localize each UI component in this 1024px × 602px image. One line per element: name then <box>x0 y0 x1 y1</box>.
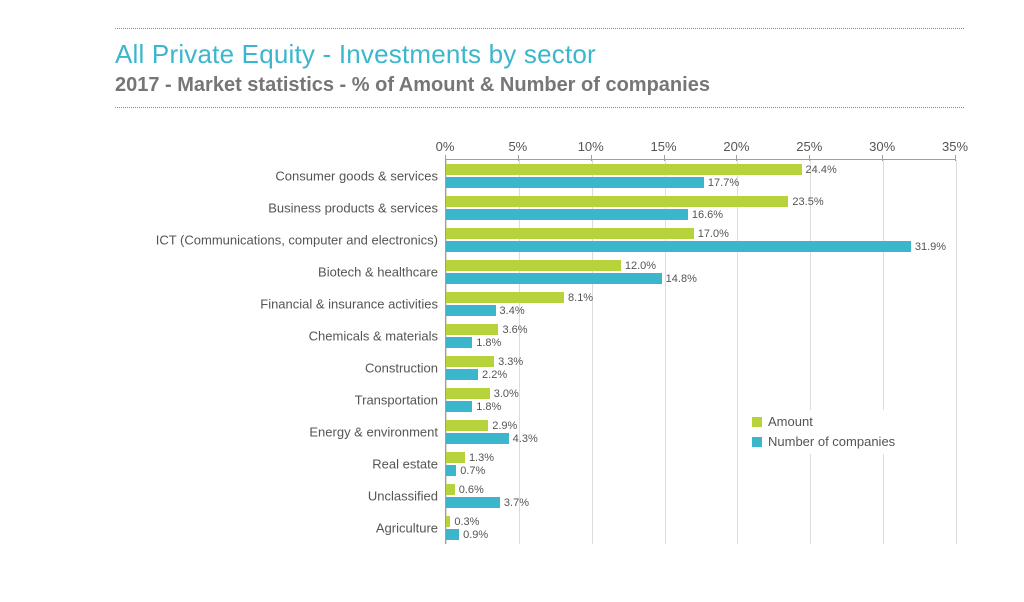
bar-value-label: 1.8% <box>472 401 501 413</box>
category-label: Consumer goods & services <box>118 169 446 184</box>
bar-value-label: 12.0% <box>621 260 656 272</box>
bar-number: 2.2% <box>446 369 478 380</box>
chart-container: All Private Equity - Investments by sect… <box>0 0 1024 564</box>
bar-value-label: 8.1% <box>564 292 593 304</box>
bar-number: 16.6% <box>446 209 688 220</box>
bar-value-label: 1.8% <box>472 337 501 349</box>
category-label: Transportation <box>118 393 446 408</box>
category-row: Agriculture0.3%0.9% <box>446 512 956 544</box>
category-row: Financial & insurance activities8.1%3.4% <box>446 288 956 320</box>
bar-number: 14.8% <box>446 273 662 284</box>
bar-value-label: 17.7% <box>704 177 739 189</box>
bar-value-label: 3.3% <box>494 356 523 368</box>
bar-amount: 2.9% <box>446 420 488 431</box>
x-tick-label: 35% <box>942 139 968 154</box>
bar-amount: 17.0% <box>446 228 694 239</box>
legend-swatch <box>752 417 762 427</box>
legend-item: Amount <box>752 412 895 432</box>
bar-value-label: 3.4% <box>496 305 525 317</box>
chart-subtitle: 2017 - Market statistics - % of Amount &… <box>115 74 964 97</box>
plot-area: Consumer goods & services24.4%17.7%Busin… <box>445 160 956 544</box>
bar-value-label: 3.7% <box>500 497 529 509</box>
x-axis: 0%5%10%15%20%25%30%35% <box>445 138 955 160</box>
chart-title: All Private Equity - Investments by sect… <box>115 39 964 70</box>
legend-item: Number of companies <box>752 432 895 452</box>
category-row: Consumer goods & services24.4%17.7% <box>446 160 956 192</box>
bar-number: 3.4% <box>446 305 496 316</box>
bar-value-label: 0.3% <box>450 516 479 528</box>
bar-value-label: 1.3% <box>465 452 494 464</box>
bar-value-label: 4.3% <box>509 433 538 445</box>
chart-box: 0%5%10%15%20%25%30%35% Consumer goods & … <box>115 138 964 544</box>
bar-value-label: 24.4% <box>802 164 837 176</box>
bar-value-label: 3.6% <box>498 324 527 336</box>
gridline <box>956 160 957 544</box>
bar-amount: 3.3% <box>446 356 494 367</box>
category-label: Biotech & healthcare <box>118 265 446 280</box>
bar-value-label: 2.9% <box>488 420 517 432</box>
bar-value-label: 0.7% <box>456 465 485 477</box>
bar-amount: 12.0% <box>446 260 621 271</box>
bar-value-label: 16.6% <box>688 209 723 221</box>
bar-value-label: 17.0% <box>694 228 729 240</box>
legend-swatch <box>752 437 762 447</box>
x-tick-label: 15% <box>651 139 677 154</box>
category-row: Business products & services23.5%16.6% <box>446 192 956 224</box>
category-row: Biotech & healthcare12.0%14.8% <box>446 256 956 288</box>
mid-rule <box>115 107 964 108</box>
x-tick-label: 10% <box>578 139 604 154</box>
bar-number: 1.8% <box>446 401 472 412</box>
x-tick-label: 20% <box>723 139 749 154</box>
category-label: ICT (Communications, computer and electr… <box>118 233 446 248</box>
bar-number: 4.3% <box>446 433 509 444</box>
bar-value-label: 0.6% <box>455 484 484 496</box>
bar-value-label: 3.0% <box>490 388 519 400</box>
category-label: Construction <box>118 361 446 376</box>
category-label: Agriculture <box>118 521 446 536</box>
bar-value-label: 31.9% <box>911 241 946 253</box>
bar-amount: 24.4% <box>446 164 802 175</box>
category-row: Chemicals & materials3.6%1.8% <box>446 320 956 352</box>
category-label: Unclassified <box>118 489 446 504</box>
bar-amount: 3.6% <box>446 324 498 335</box>
bar-amount: 8.1% <box>446 292 564 303</box>
bar-number: 0.9% <box>446 529 459 540</box>
category-label: Real estate <box>118 457 446 472</box>
category-label: Chemicals & materials <box>118 329 446 344</box>
category-row: ICT (Communications, computer and electr… <box>446 224 956 256</box>
legend-label: Number of companies <box>768 432 895 452</box>
legend: AmountNumber of companies <box>752 410 895 454</box>
category-row: Unclassified0.6%3.7% <box>446 480 956 512</box>
bar-amount: 0.6% <box>446 484 455 495</box>
bar-amount: 23.5% <box>446 196 788 207</box>
bar-value-label: 2.2% <box>478 369 507 381</box>
category-label: Energy & environment <box>118 425 446 440</box>
bar-value-label: 14.8% <box>662 273 697 285</box>
bar-number: 3.7% <box>446 497 500 508</box>
bar-number: 31.9% <box>446 241 911 252</box>
bar-amount: 3.0% <box>446 388 490 399</box>
x-tick-label: 25% <box>796 139 822 154</box>
category-row: Construction3.3%2.2% <box>446 352 956 384</box>
bar-value-label: 23.5% <box>788 196 823 208</box>
bar-amount: 1.3% <box>446 452 465 463</box>
x-tick-label: 30% <box>869 139 895 154</box>
bar-amount: 0.3% <box>446 516 450 527</box>
top-rule <box>115 28 964 29</box>
category-label: Financial & insurance activities <box>118 297 446 312</box>
bar-number: 1.8% <box>446 337 472 348</box>
category-label: Business products & services <box>118 201 446 216</box>
bar-number: 17.7% <box>446 177 704 188</box>
x-tick-label: 0% <box>436 139 455 154</box>
legend-label: Amount <box>768 412 813 432</box>
x-tick-label: 5% <box>508 139 527 154</box>
bar-number: 0.7% <box>446 465 456 476</box>
bar-value-label: 0.9% <box>459 529 488 541</box>
